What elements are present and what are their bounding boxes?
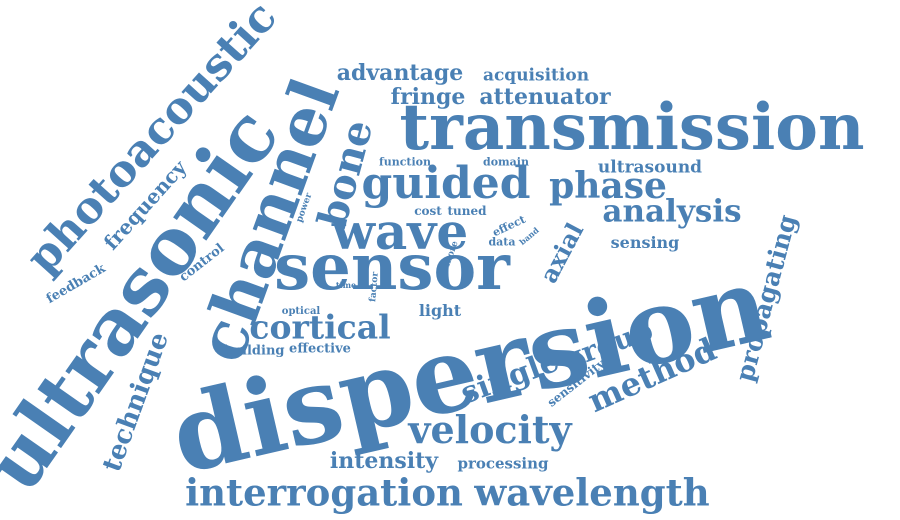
word-light: light: [418, 301, 462, 320]
word-tuned: tuned: [447, 204, 487, 218]
word-phase: phase: [549, 165, 667, 207]
word-fringe: fringe: [390, 84, 466, 110]
word-band: band: [517, 225, 541, 247]
word-acquisition: acquisition: [482, 65, 590, 86]
word-ultrasound: ultrasound: [597, 157, 703, 178]
word-attenuator: attenuator: [479, 84, 611, 110]
word-time: time: [335, 280, 357, 290]
word-guided: guided: [361, 158, 531, 209]
word-effective: effective: [289, 341, 351, 357]
word-advantage: advantage: [336, 60, 464, 86]
word-analysis: analysis: [602, 193, 742, 230]
word-function: function: [378, 155, 432, 169]
word-cost: cost: [414, 204, 442, 218]
word-sensor: sensor: [274, 230, 510, 305]
word-building: building: [223, 343, 285, 359]
word-optical: optical: [281, 306, 321, 317]
word-wave: wave: [331, 202, 469, 261]
word-domain: domain: [483, 155, 529, 169]
word-intensity: intensity: [329, 448, 439, 474]
word-processing: processing: [457, 454, 549, 473]
word-interrogation: interrogation: [185, 470, 463, 515]
word-data: data: [488, 235, 516, 249]
word-sensing: sensing: [610, 233, 680, 252]
word-cortical: cortical: [249, 307, 391, 347]
word-transmission: transmission: [399, 90, 865, 165]
word-velocity: velocity: [408, 407, 572, 452]
word-axial: axial: [533, 217, 590, 288]
word-wavelength: wavelength: [474, 470, 710, 515]
